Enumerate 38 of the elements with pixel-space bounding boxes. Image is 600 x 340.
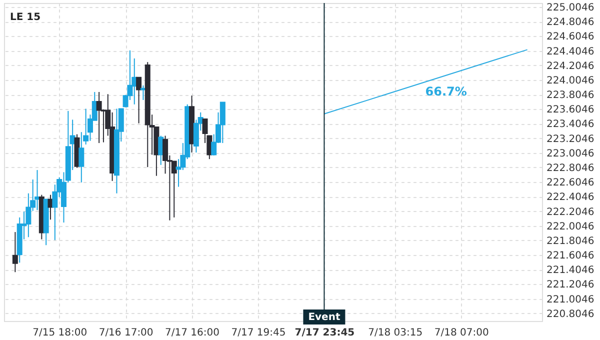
y-tick-label: 223.8046 — [546, 90, 594, 102]
x-tick-label: 7/17 23:45 — [294, 328, 355, 338]
y-tick-label: 222.6046 — [546, 178, 594, 189]
y-tick-label: 221.4046 — [546, 265, 594, 276]
x-tick-label: 7/18 03:15 — [368, 328, 423, 338]
y-tick-label: 224.2046 — [546, 60, 594, 72]
x-tick-label: 7/15 18:00 — [32, 328, 88, 338]
y-tick-label: 224.6046 — [546, 32, 594, 43]
ref-line-label: Event — [308, 312, 340, 323]
candlestick — [78, 132, 84, 183]
annotation: 66.7% — [425, 84, 467, 98]
y-tick-label: 223.0046 — [546, 148, 594, 160]
candlestick — [12, 232, 18, 273]
y-tick-label: 224.4046 — [546, 46, 594, 58]
candlestick — [136, 76, 142, 124]
y-tick-label: 223.6046 — [546, 104, 594, 116]
x-tick-label: 7/18 07:00 — [434, 328, 489, 338]
y-tick-label: 221.8046 — [546, 236, 594, 247]
y-tick-label: 221.6046 — [546, 250, 594, 262]
x-tick-label: 7/16 17:00 — [98, 328, 154, 338]
y-tick-label: 222.2046 — [546, 206, 594, 218]
candlestick — [220, 102, 226, 144]
y-tick-label: 223.2046 — [546, 134, 594, 145]
y-tick-label: 221.2046 — [546, 280, 594, 291]
y-tick-label: 224.8046 — [546, 17, 594, 28]
x-tick-label: 7/17 19:45 — [231, 328, 286, 338]
y-tick-label: 222.8046 — [546, 163, 594, 174]
y-tick-label: 224.0046 — [546, 75, 594, 86]
y-tick-label: 225.0046 — [546, 2, 594, 14]
y-tick-label: 220.8046 — [546, 308, 594, 320]
candlestick — [140, 84, 146, 101]
x-tick-label: 7/17 16:00 — [165, 328, 220, 338]
y-tick-label: 223.4046 — [546, 119, 594, 130]
y-tick-label: 222.4046 — [546, 192, 594, 204]
text: LE 15 — [10, 12, 41, 23]
candlestick — [96, 91, 102, 144]
y-tick-label: 221.0046 — [546, 294, 594, 306]
y-tick-label: 222.0046 — [546, 221, 594, 232]
